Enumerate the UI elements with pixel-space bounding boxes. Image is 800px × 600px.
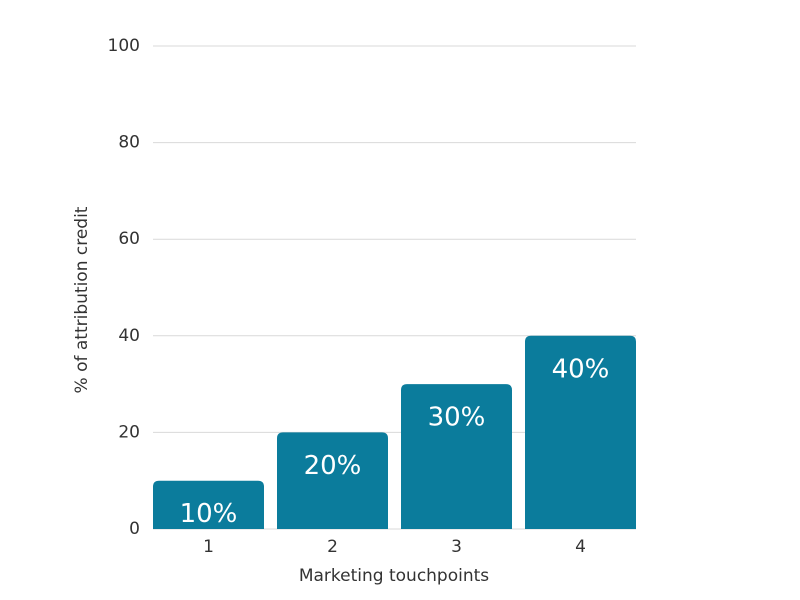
- x-tick-label: 2: [327, 537, 338, 557]
- value-label: 30%: [428, 403, 486, 433]
- y-tick-label: 0: [129, 519, 140, 539]
- x-tick-label: 1: [203, 537, 214, 557]
- value-label: 20%: [304, 451, 362, 481]
- x-tick-label: 3: [451, 537, 462, 557]
- bar: [525, 335, 636, 529]
- y-tick-label: 40: [118, 326, 140, 346]
- bar: [401, 384, 512, 529]
- y-tick-label: 20: [118, 422, 140, 442]
- bar: [153, 480, 264, 529]
- bar: [277, 432, 388, 529]
- y-tick-label: 80: [118, 133, 140, 153]
- x-axis-label: Marketing touchpoints: [299, 566, 489, 586]
- y-axis-label: % of attribution credit: [72, 206, 92, 393]
- value-label: 10%: [180, 499, 238, 529]
- y-tick-label: 60: [118, 229, 140, 249]
- x-tick-label: 4: [575, 537, 586, 557]
- y-tick-label: 100: [108, 36, 140, 56]
- value-label: 40%: [552, 354, 610, 384]
